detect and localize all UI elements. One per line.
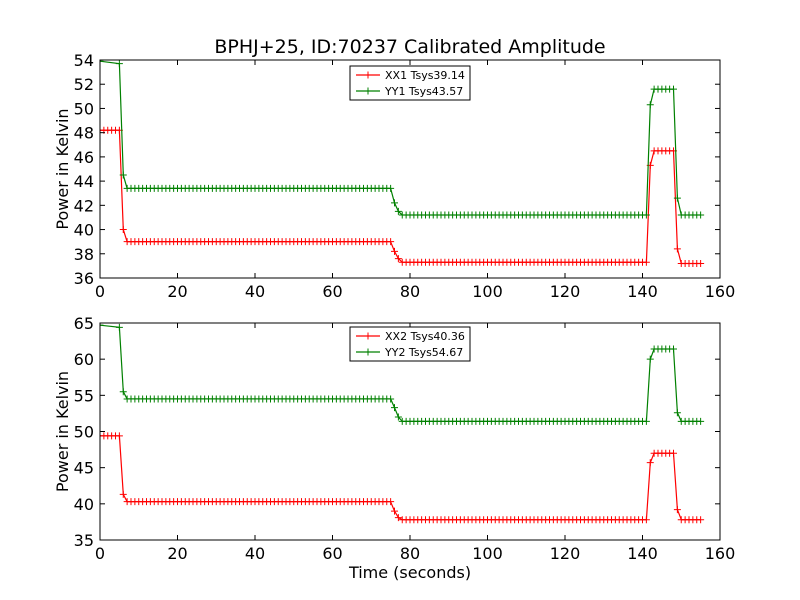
x-tick-label: 160 (705, 544, 736, 563)
data-point (646, 355, 654, 363)
x-tick-label: 140 (627, 544, 658, 563)
data-point (100, 60, 104, 65)
series-markers-1 (100, 126, 705, 267)
data-point (646, 101, 654, 109)
data-point (391, 199, 398, 207)
data-point (391, 247, 398, 255)
y-tick-label: 36 (74, 269, 94, 288)
data-point (394, 207, 402, 215)
y-tick-label: 52 (74, 75, 94, 94)
bottom-plot: 0 20 40 60 80 100 120 140 160 35 40 45 50 55 60 65 Power… (53, 314, 735, 582)
y-tick-label: 50 (74, 99, 94, 118)
series-markers-2 (100, 60, 705, 219)
data-point (697, 259, 705, 267)
data-point (673, 409, 681, 417)
legend-marker (364, 71, 372, 79)
legend-marker (364, 332, 372, 340)
data-point (387, 238, 395, 246)
x-tick-label: 20 (167, 282, 187, 301)
x-tick-label: 100 (472, 544, 503, 563)
y-tick-label: 55 (74, 386, 94, 405)
x-tick-label: 0 (95, 544, 105, 563)
x-axis-label: Time (seconds) (348, 563, 471, 582)
x-tick-label: 80 (400, 544, 420, 563)
y-tick-label: 46 (74, 148, 94, 167)
data-point (115, 60, 123, 68)
y-tick-label: 40 (74, 221, 94, 240)
x-tick-label: 160 (705, 282, 736, 301)
data-point (394, 255, 402, 263)
data-point (119, 171, 127, 179)
x-tick-label: 60 (322, 544, 342, 563)
legend-entry: YY2 Tsys54.67 (384, 346, 463, 359)
top-plot: 0 20 40 60 80 100 120 140 160 36 38 40 42 44 46 48 50 52 5… (53, 51, 735, 301)
data-point (119, 490, 127, 498)
data-point (670, 449, 677, 457)
data-point (697, 211, 705, 219)
data-point (119, 388, 127, 396)
data-point (697, 417, 705, 425)
y-tick-label: 40 (74, 495, 94, 514)
legend-box (349, 65, 471, 101)
legend-box (349, 326, 471, 362)
y-tick-label: 35 (74, 531, 94, 550)
data-point (697, 516, 705, 524)
data-point (670, 85, 677, 93)
data-point (394, 514, 402, 522)
y-axis-label: Power in Kelvin (53, 108, 72, 229)
y-tick-label: 50 (74, 423, 94, 442)
legend: XX1 Tsys39.14 YY1 Tsys43.57 (349, 65, 471, 101)
legend-entry: YY1 Tsys43.57 (384, 85, 463, 98)
data-point (673, 506, 681, 514)
data-point (394, 413, 402, 421)
x-tick-label: 40 (245, 282, 265, 301)
legend-entry: XX2 Tsys40.36 (385, 330, 465, 343)
data-point (642, 258, 650, 266)
y-tick-label: 48 (74, 124, 94, 143)
x-tick-label: 40 (245, 544, 265, 563)
x-tick-label: 120 (550, 544, 581, 563)
data-point (387, 395, 395, 403)
x-tick-label: 0 (95, 282, 105, 301)
x-tick-label: 20 (167, 544, 187, 563)
x-tick-label: 80 (400, 282, 420, 301)
data-point (387, 498, 395, 506)
data-point (642, 417, 650, 425)
data-point (391, 507, 398, 515)
data-point (646, 459, 654, 467)
data-point (115, 323, 123, 331)
data-point (642, 516, 650, 524)
legend-marker (364, 87, 372, 95)
data-point (673, 194, 681, 202)
plot-data (100, 60, 705, 267)
plot-data (100, 323, 705, 524)
y-tick-label: 42 (74, 196, 94, 215)
data-point (387, 184, 395, 192)
chart-title: BPHJ+25, ID:70237 Calibrated Amplitude (214, 36, 605, 58)
y-tick-label: 38 (74, 245, 94, 264)
legend-marker (364, 348, 372, 356)
data-point (119, 226, 127, 234)
x-tick-label: 140 (627, 282, 658, 301)
y-tick-label: 54 (74, 51, 94, 70)
data-point (673, 245, 681, 253)
y-axis-label: Power in Kelvin (53, 371, 72, 492)
data-point (115, 432, 123, 440)
x-tick-label: 100 (472, 282, 503, 301)
x-tick-label: 60 (322, 282, 342, 301)
y-tick-label: 60 (74, 350, 94, 369)
legend-entry: XX1 Tsys39.14 (385, 69, 465, 82)
series-markers-2 (100, 323, 705, 425)
y-tick-label: 65 (74, 314, 94, 333)
series-markers-1 (100, 432, 705, 524)
data-point (670, 345, 677, 353)
y-tick-label: 44 (74, 172, 94, 191)
data-point (642, 211, 650, 219)
data-point (391, 404, 398, 412)
x-tick-label: 120 (550, 282, 581, 301)
legend: XX2 Tsys40.36 YY2 Tsys54.67 (349, 326, 471, 362)
data-point (100, 323, 104, 329)
y-tick-label: 45 (74, 459, 94, 478)
